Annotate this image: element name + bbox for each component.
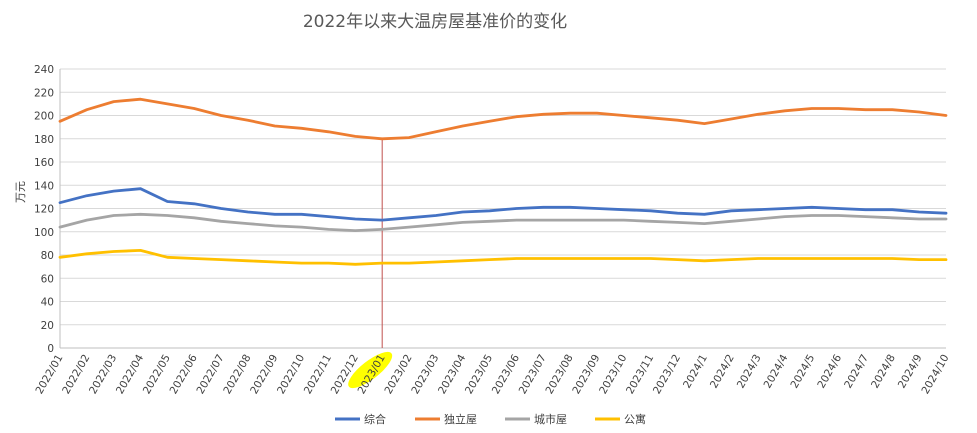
- y-tick-label: 220: [34, 87, 54, 99]
- series-line: [58, 248, 948, 266]
- x-tick-label: 2024/9: [896, 353, 925, 391]
- legend-label: 独立屋: [444, 412, 477, 426]
- legend-label: 公寓: [624, 412, 646, 426]
- x-tick-label: 2024/7: [842, 353, 871, 391]
- y-tick-label: 160: [34, 157, 54, 169]
- series-line: [58, 212, 948, 233]
- y-tick-label: 80: [41, 250, 54, 262]
- series-line: [58, 97, 948, 141]
- x-axis-ticks: 2022/012022/022022/032022/042022/052022/…: [33, 352, 951, 396]
- x-tick-label: 2024/8: [869, 353, 898, 391]
- legend: 综合 独立屋 城市屋 公寓: [335, 412, 646, 426]
- y-tick-label: 200: [34, 111, 54, 123]
- chart-title: 2022年以来大温房屋基准价的变化: [303, 12, 567, 32]
- x-tick-label: 2024/2: [708, 353, 737, 391]
- gridlines: [59, 68, 946, 349]
- y-tick-label: 140: [34, 180, 54, 192]
- highlight-mark: [348, 351, 393, 389]
- y-axis-ticks: 0 20 40 60 80 100 120 140 160 180 200 220 240: [34, 64, 54, 355]
- x-tick-label: 2024/4: [762, 352, 791, 390]
- x-tick-label: 2024/3: [735, 353, 764, 391]
- legend-label: 城市屋: [534, 412, 567, 426]
- highlight-marker: [348, 138, 393, 389]
- series-line: [58, 187, 948, 222]
- y-tick-label: 60: [41, 273, 54, 285]
- legend-label: 综合: [364, 412, 386, 426]
- y-tick-label: 20: [41, 320, 54, 332]
- x-tick-label: 2024/6: [815, 352, 844, 390]
- y-tick-label: 100: [34, 227, 54, 239]
- x-tick-label: 2024/1: [681, 353, 710, 391]
- y-tick-label: 40: [41, 297, 54, 309]
- y-tick-label: 120: [34, 204, 54, 216]
- y-tick-label: 0: [47, 343, 54, 355]
- y-tick-label: 240: [34, 64, 54, 76]
- y-tick-label: 180: [34, 134, 54, 146]
- y-axis-label: 万元: [14, 181, 27, 203]
- x-tick-label: 2024/5: [788, 353, 817, 391]
- series-lines: [58, 97, 948, 266]
